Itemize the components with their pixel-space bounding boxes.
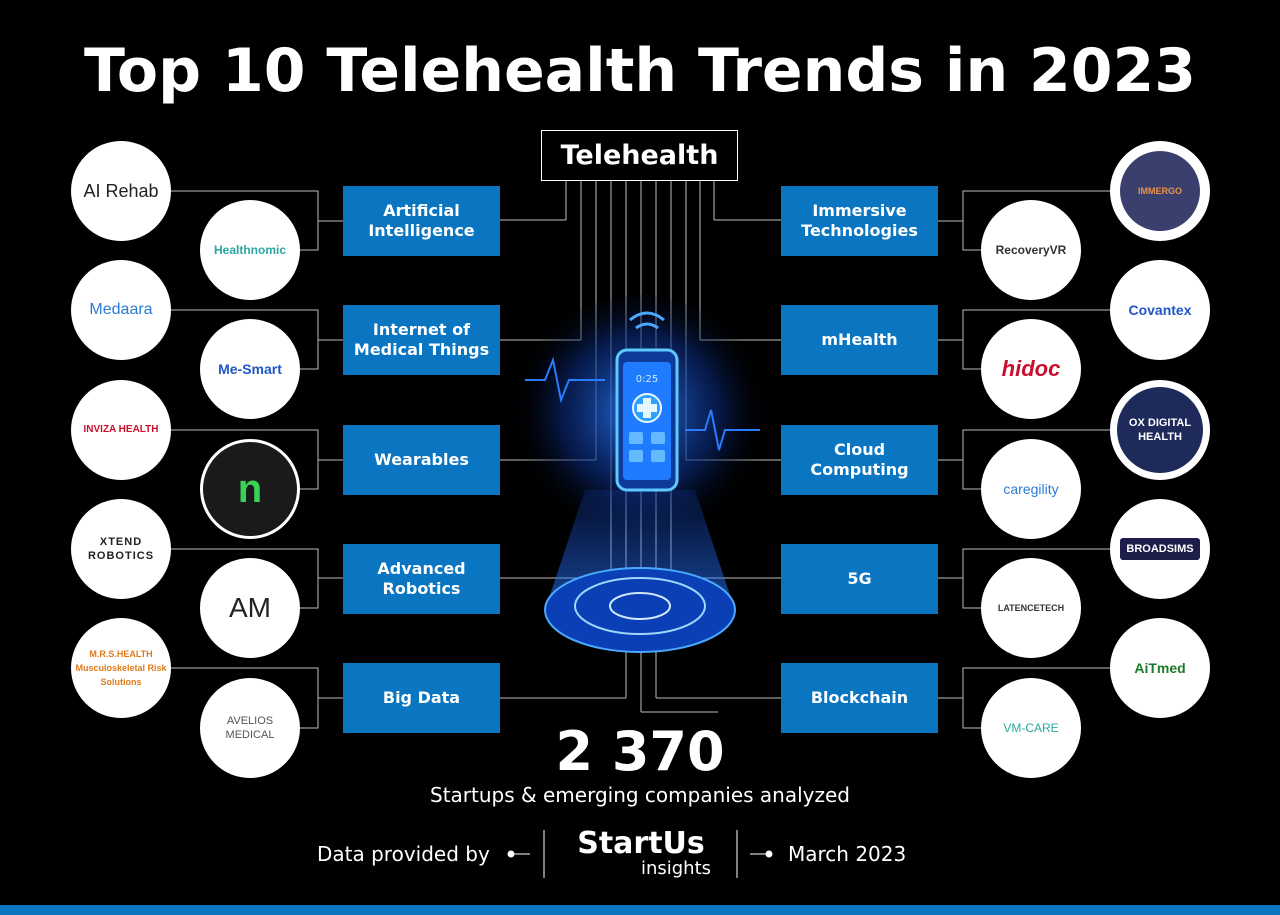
logo-medaara-text: Medaara [89,301,153,318]
trend-artificial-intelligence: Artificial Intelligence [343,186,500,256]
startup-count-caption: Startups & emerging companies analyzed [430,783,850,807]
trend-cloud-computing: Cloud Computing [781,425,938,495]
startus-insights-logo: StartUs insights [546,828,736,880]
trend-big-data: Big Data [343,663,500,733]
page-title: Top 10 Telehealth Trends in 2023 [83,36,1197,106]
logo-me-smart: Me-Smart [200,319,300,419]
logo-caregility: caregility [981,439,1081,539]
logo-ai-rehab-text: AI Rehab [83,181,159,201]
logo-broadsims-text: BROADSIMS [1120,538,1200,560]
trend-mhealth: mHealth [781,305,938,375]
logo-recoveryvr: RecoveryVR [981,200,1081,300]
logo-xtend-robotics: XTEND ROBOTICS [71,499,171,599]
logo-hidoc: hidoc [981,319,1081,419]
logo-ox-digital-health-text: OX DIGITAL HEALTH [1128,417,1192,443]
startup-count: 2 370 [555,720,725,783]
trend-internet-of-medical-things: Internet of Medical Things [343,305,500,375]
logo-avelios-medical: AVELIOS MEDICAL [200,678,300,778]
bottom-accent-bar [0,905,1280,915]
logo-immergo: IMMERGO [1110,141,1210,241]
logo-latencetech: LATENCETECH [981,558,1081,658]
logo-me-smart-text: Me-Smart [218,361,282,377]
logo-inviza-health-text: INVIZA HEALTH [83,424,159,435]
report-date: March 2023 [788,842,907,866]
logo-immergo-badge: IMMERGO [1120,151,1200,231]
trend-blockchain: Blockchain [781,663,938,733]
logo-immergo-text: IMMERGO [1138,186,1182,196]
logo-ox-badge: OX DIGITAL HEALTH [1117,387,1203,473]
logo-avelios-medical-text: AVELIOS MEDICAL [225,715,275,741]
logo-medaara: Medaara [71,260,171,360]
trend-advanced-robotics: Advanced Robotics [343,544,500,614]
center-label: Telehealth [541,130,738,181]
phone-time: 0:25 [636,374,658,385]
logo-healthnomic: Healthnomic [200,200,300,300]
logo-n-wearable: n [200,439,300,539]
phone-illustration: 0:25 [510,295,770,653]
data-provided-by: Data provided by [317,842,490,866]
logo-caregility-text: caregility [1003,481,1059,497]
logo-aitmed: AiTmed [1110,618,1210,718]
trend-immersive-technologies: Immersive Technologies [781,186,938,256]
logo-hidoc-text: hidoc [1001,356,1061,381]
logo-ai-rehab: AI Rehab [71,141,171,241]
logo-mrs-health-text: M.R.S.HEALTH Musculoskeletal Risk Soluti… [75,649,167,687]
logo-aitmed-text: AiTmed [1134,660,1186,676]
trend-5g: 5G [781,544,938,614]
logo-covantex: Covantex [1110,260,1210,360]
logo-ox-digital-health: OX DIGITAL HEALTH [1110,380,1210,480]
logo-vm-care: VM-CARE [981,678,1081,778]
logo-latencetech-text: LATENCETECH [997,603,1065,613]
logo-inviza-health: INVIZA HEALTH [71,380,171,480]
logo-recoveryvr-text: RecoveryVR [995,243,1067,257]
logo-mrs-health: M.R.S.HEALTH Musculoskeletal Risk Soluti… [71,618,171,718]
logo-broadsims: BROADSIMS [1110,499,1210,599]
logo-am: AM [200,558,300,658]
trend-wearables: Wearables [343,425,500,495]
logo-covantex-text: Covantex [1128,302,1192,318]
brand-tag: insights [640,858,712,879]
logo-xtend-robotics-text: XTEND ROBOTICS [87,536,155,562]
logo-healthnomic-text: Healthnomic [213,243,286,257]
logo-vm-care-text: VM-CARE [1003,721,1059,735]
brand-name: StartUs [577,826,705,861]
